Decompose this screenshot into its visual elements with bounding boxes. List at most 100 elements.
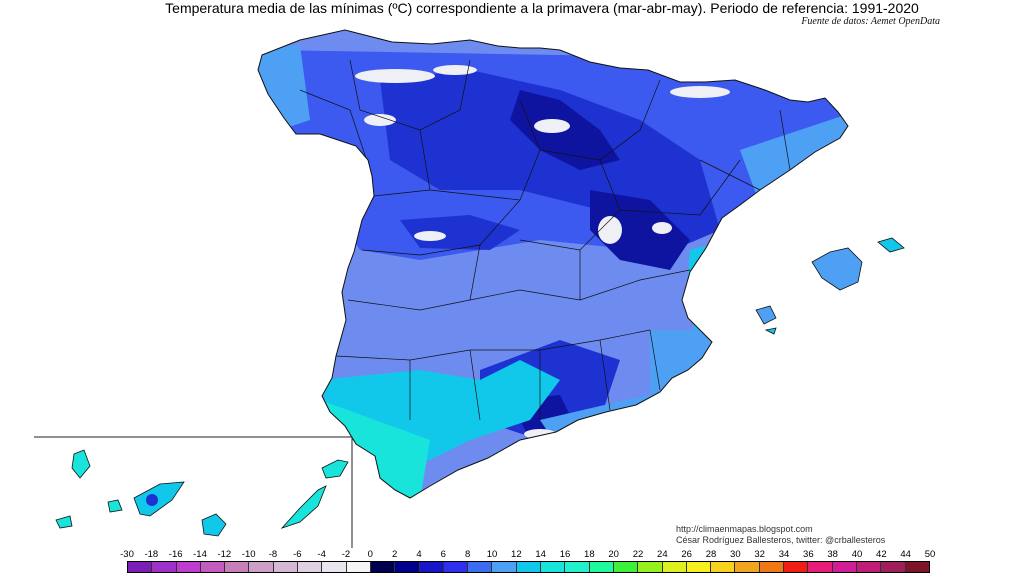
costa-murciana <box>650 330 720 395</box>
legend-swatch <box>322 562 347 572</box>
legend-swatch <box>711 562 736 572</box>
snow-peaks-picos <box>433 65 477 75</box>
legend-swatch <box>516 562 542 572</box>
legend-tick-label: -8 <box>268 549 278 560</box>
legend-tick-label: 24 <box>657 549 668 560</box>
legend-tick-labels: -30 -18 -16 -14 -12 -10 -8 -6 -4 -2 0 2 4 6 8 10 12 14 16 1… <box>120 549 935 561</box>
legend-tick-label: 16 <box>559 549 571 560</box>
legend-swatch <box>152 562 177 572</box>
legend-tick-label: -30 <box>120 549 134 560</box>
el-hierro <box>55 515 73 529</box>
legend-swatch <box>856 562 882 572</box>
legend-swatch <box>176 562 201 572</box>
costa-atlantica-sur <box>320 400 430 498</box>
legend-tick-label: 32 <box>754 549 765 560</box>
snow-peaks-albarracin <box>598 216 622 244</box>
snow-peaks-demanda <box>534 119 570 133</box>
legend-swatch <box>298 562 323 572</box>
snow-peaks-leon <box>364 114 396 126</box>
la-palma <box>71 449 91 479</box>
legend-swatch <box>200 562 226 572</box>
legend-swatch <box>443 562 469 572</box>
author-credit: http://climaenmapas.blogspot.com César R… <box>676 524 885 546</box>
snow-peaks-sierra-nevada <box>524 429 556 439</box>
legend-tick-label: -6 <box>293 549 302 560</box>
legend-swatch <box>881 562 906 572</box>
legend-tick-label: 26 <box>681 549 692 560</box>
snow-peaks-cantabrica <box>355 69 435 83</box>
legend-swatch <box>273 562 299 572</box>
costa-catalana <box>740 110 848 205</box>
legend-tick-label: -10 <box>241 549 256 560</box>
legend-tick-label: 0 <box>367 549 373 560</box>
legend-tick-label: -14 <box>193 549 207 560</box>
legend-swatch <box>638 562 663 572</box>
legend-tick-label: 10 <box>486 549 498 560</box>
sistema-central <box>400 215 520 250</box>
legend-swatch <box>662 562 687 572</box>
canarias-inset <box>34 436 353 548</box>
legend-tick-label: 34 <box>778 549 790 560</box>
map-title: Temperatura media de las mínimas (ºC) co… <box>165 0 919 16</box>
legend-swatch <box>808 562 833 572</box>
legend-tick-label: 36 <box>803 549 814 560</box>
legend-swatch <box>128 562 153 572</box>
legend-tick-label: 4 <box>416 549 422 560</box>
legend-tick-label: 8 <box>465 549 471 560</box>
legend-swatch <box>492 562 517 572</box>
legend-swatch <box>686 562 712 572</box>
author-name: César Rodríguez Ballesteros, twitter: @c… <box>676 535 886 545</box>
color-legend: -30 -18 -16 -14 -12 -10 -8 -6 -4 -2 0 2 4 6 8 10 12 14 16 1… <box>120 549 935 575</box>
legend-swatch <box>225 562 250 572</box>
legend-swatch <box>565 562 590 572</box>
formentera <box>764 327 777 335</box>
legend-tick-label: 44 <box>900 549 911 560</box>
legend-tick-label: 42 <box>876 549 887 560</box>
inset-frame <box>34 436 353 548</box>
ibiza <box>755 305 777 325</box>
mallorca <box>811 247 863 291</box>
legend-swatch <box>346 562 371 572</box>
snow-peaks-gudar <box>652 222 672 234</box>
province-borders <box>299 59 791 421</box>
temperature-map <box>34 29 905 548</box>
sistema-iberico-sur <box>590 190 690 270</box>
legend-swatch <box>784 562 809 572</box>
legend-tick-label: 38 <box>827 549 838 560</box>
legend-swatch <box>832 562 857 572</box>
gran-canaria <box>201 513 227 537</box>
data-source-note: Fuente de datos: Aemet OpenData <box>801 16 940 27</box>
baleares <box>755 237 905 335</box>
legend-tick-label: 18 <box>584 549 595 560</box>
legend-tick-label: -16 <box>168 549 183 560</box>
peninsula <box>257 29 849 499</box>
legend-swatch <box>468 562 493 572</box>
legend-tick-label: 12 <box>511 549 522 560</box>
legend-tick-label: 14 <box>535 549 546 560</box>
legend-tick-label: 22 <box>632 549 644 560</box>
legend-swatch <box>613 562 639 572</box>
legend-color-bar <box>127 561 930 573</box>
snow-peaks-pirineo <box>670 86 730 98</box>
legend-tick-label: -4 <box>317 549 326 560</box>
legend-tick-label: 2 <box>392 549 398 560</box>
legend-tick-label: -2 <box>341 549 351 560</box>
legend-tick-label: 28 <box>705 549 717 560</box>
legend-swatch <box>905 562 929 572</box>
legend-tick-label: 6 <box>440 549 446 560</box>
legend-swatch <box>541 562 566 572</box>
teide-cold-spot <box>146 494 158 506</box>
legend-swatch <box>395 562 420 572</box>
legend-swatch <box>370 562 396 572</box>
legend-swatch <box>735 562 760 572</box>
legend-tick-label: -18 <box>144 549 159 560</box>
legend-swatch <box>249 562 274 572</box>
menorca <box>877 237 905 253</box>
legend-tick-label: -12 <box>217 549 232 560</box>
legend-swatch <box>759 562 785 572</box>
legend-tick-label: 50 <box>924 549 936 560</box>
legend-swatch <box>419 562 444 572</box>
legend-tick-label: 20 <box>608 549 619 560</box>
legend-tick-label: 30 <box>730 549 741 560</box>
fuerteventura <box>280 485 327 529</box>
